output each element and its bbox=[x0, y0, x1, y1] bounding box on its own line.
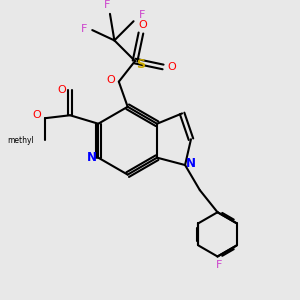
Text: O: O bbox=[167, 62, 176, 72]
Text: S: S bbox=[136, 58, 145, 71]
Text: methyl: methyl bbox=[7, 136, 34, 145]
Text: O: O bbox=[57, 85, 66, 95]
Text: N: N bbox=[87, 151, 97, 164]
Text: F: F bbox=[81, 24, 87, 34]
Text: O: O bbox=[138, 20, 147, 30]
Text: O: O bbox=[32, 110, 41, 120]
Text: N: N bbox=[186, 157, 196, 170]
Text: F: F bbox=[139, 10, 145, 20]
Text: O: O bbox=[106, 75, 115, 85]
Text: F: F bbox=[104, 0, 110, 10]
Text: F: F bbox=[216, 260, 222, 270]
